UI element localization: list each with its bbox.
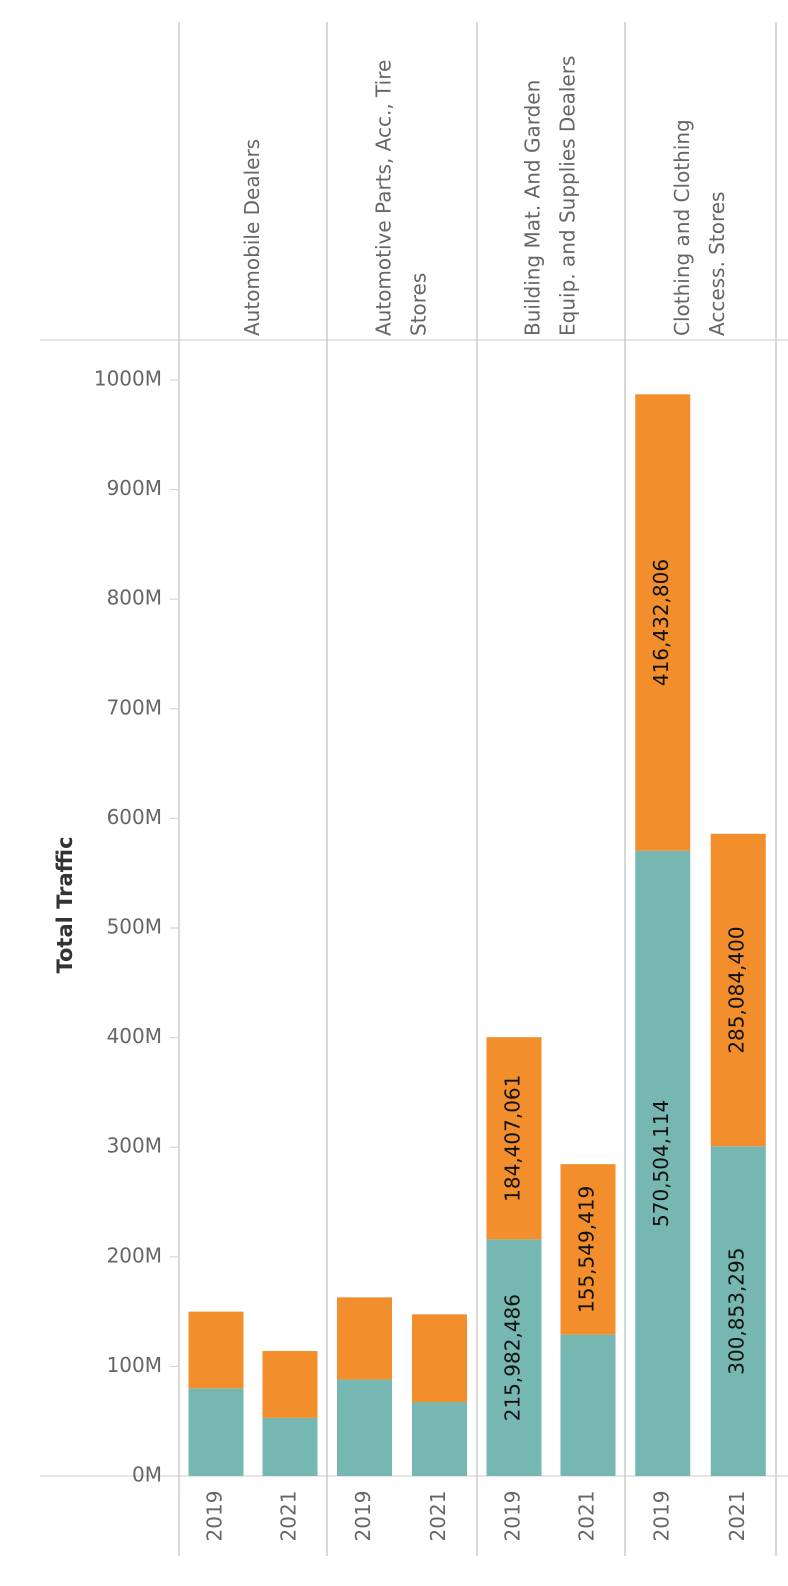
category-label: Automotive Parts, Acc., Tire Stores <box>371 60 430 336</box>
data-label: 300,853,295 <box>725 1248 749 1375</box>
y-tick-label: 1000M <box>94 367 162 391</box>
data-label: 570,504,114 <box>649 1100 673 1227</box>
data-label: 285,084,400 <box>725 926 749 1053</box>
y-axis-label: Total Traffic <box>53 836 77 973</box>
bar-segment <box>262 1351 318 1418</box>
y-tick-label: 800M <box>107 586 162 610</box>
bar-segment <box>412 1402 467 1476</box>
category-header: Building Mat. And Garden Equip. and Suppl… <box>520 56 579 336</box>
y-tick-label: 900M <box>107 476 162 500</box>
data-label: 155,549,419 <box>575 1186 599 1313</box>
x-tick-label: 2019 <box>501 1491 525 1542</box>
y-tick-label: 600M <box>107 805 162 829</box>
bar-segment <box>337 1379 392 1476</box>
x-tick-label: 2019 <box>351 1491 375 1542</box>
category-header: Clothing and Clothing Access. Stores <box>670 119 729 336</box>
y-tick-label: 100M <box>107 1353 162 1377</box>
bar-segment <box>412 1314 467 1403</box>
bar-segment <box>635 394 691 851</box>
data-label: 184,407,061 <box>501 1075 525 1202</box>
bar-segment <box>560 1164 616 1335</box>
category-label: Building Mat. And Garden Equip. and Suppl… <box>520 56 579 336</box>
data-label: 416,432,806 <box>649 559 673 686</box>
y-tick-label: 300M <box>107 1134 162 1158</box>
y-tick-label: 700M <box>107 695 162 719</box>
bar-segment <box>262 1417 318 1476</box>
bar-segment <box>188 1311 244 1389</box>
bar-segment <box>710 1146 766 1476</box>
bar-segment <box>486 1037 542 1240</box>
category-label: Clothing and Clothing Access. Stores <box>670 119 729 336</box>
bar-segment <box>710 833 766 1147</box>
x-tick-label: 2021 <box>575 1491 599 1542</box>
x-tick-label: 2021 <box>277 1491 301 1542</box>
category-header: Automotive Parts, Acc., Tire Stores <box>371 60 430 336</box>
y-tick-label: 200M <box>107 1243 162 1267</box>
x-tick-label: 2019 <box>203 1491 227 1542</box>
x-tick-label: 2021 <box>426 1491 450 1542</box>
bar-segment <box>486 1239 542 1476</box>
data-label: 215,982,486 <box>501 1294 525 1421</box>
x-tick-label: 2021 <box>725 1491 749 1542</box>
y-tick-label: 0M <box>132 1463 162 1487</box>
category-header: Automobile Dealers <box>240 139 264 336</box>
category-label: Automobile Dealers <box>240 139 264 336</box>
bar-segment <box>337 1297 392 1380</box>
bar-segment <box>635 850 691 1476</box>
bar-segment <box>188 1388 244 1476</box>
bar-segment <box>560 1334 616 1476</box>
y-tick-label: 500M <box>107 915 162 939</box>
x-tick-label: 2019 <box>649 1491 673 1542</box>
y-tick-label: 400M <box>107 1024 162 1048</box>
